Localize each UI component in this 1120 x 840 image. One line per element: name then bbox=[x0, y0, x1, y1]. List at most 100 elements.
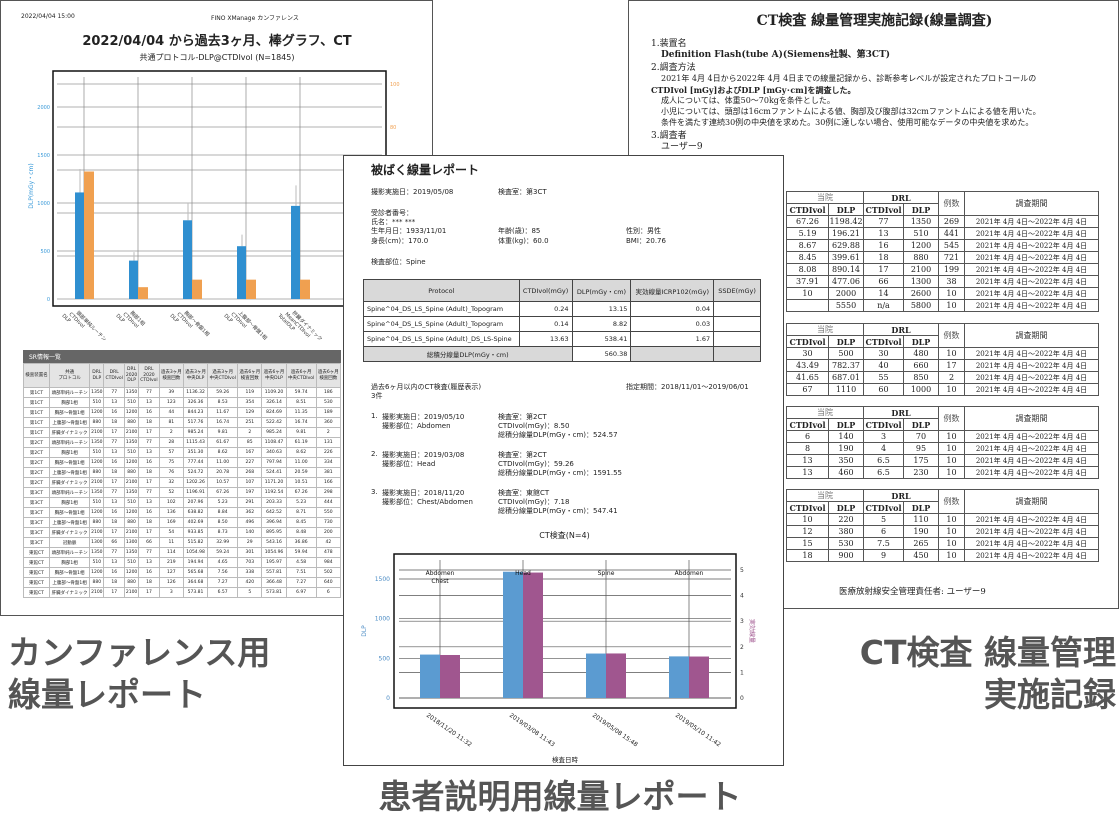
patient-report-title: 被ばく線量レポート bbox=[371, 163, 480, 177]
table-cell: 18 bbox=[138, 467, 160, 478]
table-cell: 52 bbox=[158, 487, 184, 498]
table-cell: 510 bbox=[123, 497, 140, 508]
x-tick-label: 2019/05/08 15:48 bbox=[591, 712, 639, 749]
y-axis-label: DLP bbox=[361, 625, 368, 637]
table-cell: 1109.20 bbox=[261, 387, 287, 398]
table-cell: 402.69 bbox=[182, 517, 209, 528]
table-cell: 胸部〜骨盤1相 bbox=[48, 567, 91, 578]
table-cell: 265 bbox=[903, 537, 939, 550]
method-line: 成人については、体重50～70kgを条件とした。 bbox=[661, 96, 835, 105]
table-cell: 1.67 bbox=[630, 331, 715, 347]
table-row: Spine^04_DS_LS_Spine (Adult)_Topogram 0.1… bbox=[363, 316, 761, 332]
table-cell: 9.81 bbox=[207, 427, 239, 438]
table-cell: 510 bbox=[89, 557, 105, 568]
plot-frame bbox=[52, 70, 387, 307]
period-cell: 2021年 4月 4日～2022年 4月 4日 bbox=[964, 299, 1099, 312]
effective-dose-bar bbox=[606, 653, 626, 698]
caption-line: CT検査 線量管理 bbox=[859, 633, 1116, 672]
column-header: 過去3ヶ月 検査回数 bbox=[158, 363, 184, 388]
table-cell: 28 bbox=[158, 437, 184, 448]
table-row: 第3CT 胸部〜骨盤1相 1200 16 1200 16 136 638.82 8.84 362 6… bbox=[23, 507, 342, 518]
header-period: 調査期間 bbox=[964, 406, 1099, 431]
column-header: DLP bbox=[903, 335, 939, 348]
table-cell: 338 bbox=[237, 567, 263, 578]
table-cell: 17 bbox=[103, 587, 125, 598]
table-cell: 140 bbox=[828, 430, 864, 443]
table-cell: 第1CT bbox=[23, 427, 50, 438]
table-cell bbox=[713, 346, 761, 362]
dlp-bar bbox=[420, 654, 440, 698]
table-row: 第1CT 胸部〜骨盤1相 1200 16 1200 16 44 844.23 11.67 129 8… bbox=[23, 407, 342, 418]
table-cell: 1000 bbox=[903, 383, 939, 396]
table-cell: 54 bbox=[158, 527, 184, 538]
table-row: 8.45 399.61 18 880 721 2021年 4月 4日～2022年 4月 4… bbox=[786, 251, 1099, 264]
table-cell: 上腹部〜骨盤1相 bbox=[48, 467, 91, 478]
table-row: Spine^04_DS_LS_Spine (Adult)_DS_LS-Spine… bbox=[363, 331, 761, 347]
table-cell: 340.63 bbox=[261, 447, 287, 458]
table-cell: 77 bbox=[103, 547, 125, 558]
table-header-row: 検査装置名 共通 プロトコル DRL DLP DRL CTDIvol DRL 2020 … bbox=[23, 363, 342, 388]
history-date: 撮影実施日：2019/05/10 bbox=[382, 413, 465, 421]
table-cell: 1192.54 bbox=[261, 487, 287, 498]
column-header: DLP bbox=[828, 501, 864, 514]
period-cell: 2021年 4月 4日～2022年 4月 4日 bbox=[964, 454, 1099, 467]
history-ctdivol: CTDIvol(mGy)：59.26 bbox=[498, 460, 574, 468]
table-cell: 110 bbox=[903, 513, 939, 526]
table-cell: 880 bbox=[89, 517, 105, 528]
ctdivol-bar bbox=[192, 279, 202, 299]
table-header-row: 当院 DRL 例数 調査期間 bbox=[786, 323, 1099, 348]
history-body-part: 撮影部位：Head bbox=[382, 460, 436, 468]
table-cell: 8.73 bbox=[207, 527, 239, 538]
table-cell: 10 bbox=[938, 525, 965, 538]
y-tick-label: 2000 bbox=[37, 105, 50, 111]
table-cell: 16 bbox=[138, 457, 160, 468]
table-cell: 66 bbox=[138, 537, 160, 548]
table-cell: 10 bbox=[786, 513, 829, 526]
table-row: 第1CT 上腹部〜骨盤1相 880 18 880 18 81 517.76 16.74 251 52… bbox=[23, 417, 342, 428]
column-header: DLP bbox=[903, 418, 939, 431]
sr-info-table: 検査装置名 共通 プロトコル DRL DLP DRL CTDIvol DRL 2020 … bbox=[23, 363, 342, 598]
table-cell: 197 bbox=[237, 487, 263, 498]
table-cell: 59.26 bbox=[207, 387, 239, 398]
period-cell: 2021年 4月 4日～2022年 4月 4日 bbox=[964, 359, 1099, 372]
method-line: 条件を満たす連続30例の中央値を求めた。30例に達しない場合、使用可能なデータの… bbox=[661, 118, 1034, 127]
dlp-bar bbox=[129, 260, 138, 299]
dlp-bar bbox=[586, 653, 606, 698]
table-cell: 196.21 bbox=[828, 227, 864, 240]
column-header: 過去6ヶ月 中央DLP bbox=[261, 363, 287, 388]
column-header: 過去3ヶ月 中央CTDIvol bbox=[207, 363, 239, 388]
header-cases: 例数 bbox=[938, 323, 965, 348]
dlp-bar bbox=[669, 656, 689, 698]
history-dlp: 総積分線量DLP(mGy・cm)：547.41 bbox=[498, 507, 618, 515]
table-cell: 502 bbox=[315, 567, 342, 578]
table-cell: 第3CT bbox=[23, 497, 50, 508]
birth-date: 生年月日：1933/11/01 bbox=[371, 227, 447, 235]
table-row: 18 900 9 450 10 2021年 4月 4日～2022年 4月 4日 bbox=[786, 549, 1099, 562]
table-row: 12 380 6 190 10 2021年 4月 4日～2022年 4月 4日 bbox=[786, 525, 1099, 538]
table-cell: 11 bbox=[158, 537, 184, 548]
table-cell: n/a bbox=[863, 299, 904, 312]
table-cell: 17 bbox=[103, 527, 125, 538]
column-header: CTDIvol bbox=[786, 418, 829, 431]
table-cell: 557.81 bbox=[261, 567, 287, 578]
table-cell: 1300 bbox=[89, 537, 105, 548]
table-cell: 496 bbox=[237, 517, 263, 528]
table-cell: 450 bbox=[903, 549, 939, 562]
table-row: 東館CT 頭部単純ルーチン 1350 77 1350 77 114 1054.98 59.24 3… bbox=[23, 547, 342, 558]
table-row: 10 220 5 110 10 2021年 4月 4日～2022年 4月 4日 bbox=[786, 513, 1099, 526]
table-cell: 13 bbox=[103, 497, 125, 508]
table-cell: 17 bbox=[103, 477, 125, 488]
table-cell: 42 bbox=[315, 537, 342, 548]
table-cell: 2100 bbox=[89, 587, 105, 598]
table-cell: 0.03 bbox=[630, 316, 715, 332]
table-cell: 77 bbox=[103, 487, 125, 498]
table-cell: 269 bbox=[938, 215, 965, 228]
table-cell: 850 bbox=[903, 371, 939, 384]
table-cell: 6.5 bbox=[863, 454, 904, 467]
table-cell: 18 bbox=[138, 417, 160, 428]
table-cell: 17 bbox=[863, 263, 904, 276]
table-cell: 2100 bbox=[123, 527, 140, 538]
table-cell: 13 bbox=[786, 454, 829, 467]
